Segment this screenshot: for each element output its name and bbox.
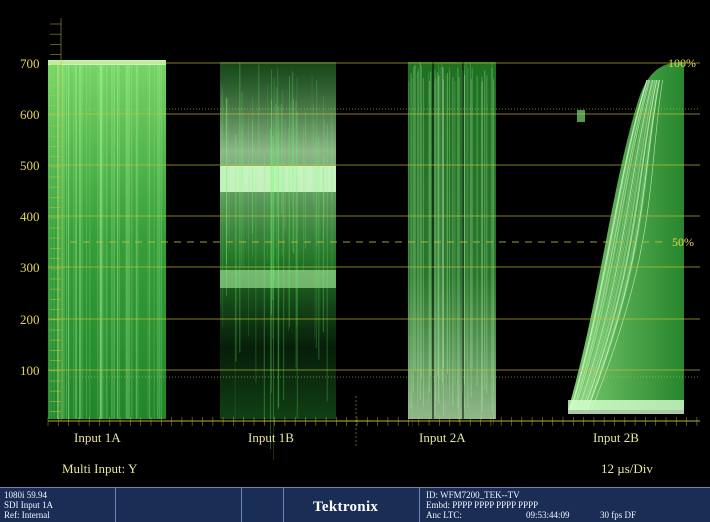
- status-empty-cell: [116, 488, 242, 522]
- mode-label: Multi Input: Y: [62, 461, 138, 476]
- status-format-cell: 1080i 59.94 SDI Input 1A Ref: Internal: [0, 488, 116, 522]
- percent-100-label: 100%: [668, 56, 696, 70]
- y-tick-label: 400: [20, 209, 40, 224]
- input-source: SDI Input 1A: [4, 500, 53, 510]
- y-tick-label: 100: [20, 363, 40, 378]
- reference-source: Ref: Internal: [4, 510, 50, 520]
- device-id: ID: WFM7200_TEK--TV: [426, 490, 520, 500]
- tektronix-logo: Tektronix: [313, 499, 379, 515]
- percent-50-label: 50%: [672, 235, 694, 249]
- y-tick-label: 600: [20, 107, 40, 122]
- timecode: 09:53:44:09: [526, 510, 570, 520]
- input-2b-label: Input 2B: [593, 430, 639, 445]
- anc-ltc-label: Anc LTC:: [426, 510, 462, 520]
- embedded-audio: Embd: PPPP PPPP PPPP PPPP: [426, 500, 539, 510]
- video-format: 1080i 59.94: [4, 490, 48, 500]
- input-2a-label: Input 2A: [419, 430, 466, 445]
- status-empty-cell: [242, 488, 284, 522]
- y-tick-label: 300: [20, 260, 40, 275]
- y-tick-label: 700: [20, 56, 40, 71]
- waveform-graticule: [47, 18, 700, 461]
- y-tick-label: 200: [20, 312, 40, 327]
- y-tick-label: 500: [20, 158, 40, 173]
- status-info-cell: ID: WFM7200_TEK--TV Embd: PPPP PPPP PPPP…: [420, 488, 710, 522]
- sweep-label: 12 µs/Div: [601, 461, 653, 476]
- brand-cell: Tektronix: [284, 488, 420, 522]
- frame-rate: 30 fps DF: [600, 510, 637, 520]
- status-bar: 1080i 59.94 SDI Input 1A Ref: Internal T…: [0, 487, 710, 522]
- input-1a-label: Input 1A: [74, 430, 121, 445]
- input-1b-label: Input 1B: [248, 430, 294, 445]
